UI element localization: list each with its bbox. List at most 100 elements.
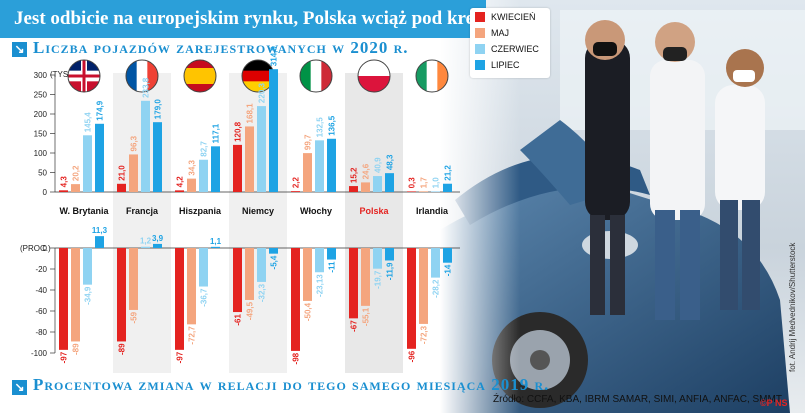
legend: KWIECIEŃ MAJ CZERWIEC LIPIEC — [470, 8, 550, 78]
bottom-bar-label: 11,3 — [92, 226, 108, 235]
top-bar-label: 48,3 — [386, 154, 395, 170]
bottom-bar — [245, 248, 254, 300]
top-bar-label: 34,3 — [188, 160, 197, 176]
top-bar-label: 117,1 — [212, 123, 221, 143]
highlight-column — [345, 73, 403, 373]
legend-swatch — [475, 27, 485, 38]
top-bar-label: 233,8 — [142, 77, 151, 98]
uk-flag-icon — [67, 59, 101, 93]
bottom-y-tick-label: 0 — [43, 244, 48, 253]
bottom-bar-label: -59 — [130, 311, 139, 323]
bottom-bar-label: -19,7 — [374, 270, 383, 289]
top-chart-subtitle: Liczba pojazdów zarejestrowanych w 2020 … — [33, 38, 409, 57]
top-y-tick-label: 150 — [34, 130, 48, 139]
bottom-bar-label: -67 — [350, 320, 359, 332]
top-bar-label: 2,2 — [292, 176, 301, 188]
arrow-icon: ↘ — [12, 42, 27, 57]
bottom-bar-label: -50,4 — [304, 302, 313, 321]
bottom-bar — [117, 248, 126, 342]
bottom-bar — [419, 248, 428, 324]
top-bar-label: 120,8 — [234, 121, 243, 142]
bottom-bar — [443, 248, 452, 263]
top-bar — [431, 191, 440, 192]
bottom-bar-label: -97 — [176, 351, 185, 363]
bottom-bar — [95, 236, 104, 248]
legend-label: KWIECIEŃ — [491, 11, 536, 22]
top-bar-label: 1,0 — [432, 177, 441, 189]
legend-swatch — [475, 59, 485, 70]
bottom-bar — [303, 248, 312, 301]
bottom-bar — [385, 248, 394, 261]
top-bar — [361, 182, 370, 192]
bottom-bar — [373, 248, 382, 269]
photo-credit: fot. Andrij Medvednikov/Shutterstock — [788, 242, 797, 372]
fr-flag-icon — [125, 59, 159, 93]
bottom-bar-label: -34,9 — [84, 286, 93, 305]
top-bar-label: 314,9 — [270, 46, 279, 67]
bottom-bar — [291, 248, 300, 351]
top-bar — [327, 138, 336, 192]
top-bar-label: 96,3 — [130, 135, 139, 151]
bottom-bar-label: -55,1 — [362, 307, 371, 326]
bottom-bar — [349, 248, 358, 319]
top-bar — [199, 159, 208, 192]
source-note: Źródło: CCFA, KBA, IBRM SAMAR, SIMI, ANF… — [493, 394, 782, 405]
top-bar — [175, 190, 184, 192]
top-bar-label: 82,7 — [200, 141, 209, 157]
bottom-bar-label: -72,3 — [420, 325, 429, 344]
top-bar — [211, 146, 220, 192]
legend-label: LIPIEC — [491, 59, 520, 70]
bottom-bar — [129, 248, 138, 310]
top-bar — [141, 100, 150, 192]
country-label: Irlandia — [416, 206, 449, 216]
top-bar — [291, 191, 300, 192]
bottom-y-unit: (PROC.) — [20, 244, 51, 253]
chart-area: 0 50 100 150 200 250 300 (TYS.) 4,3 21,0 4,2 120,8 2… — [20, 46, 460, 373]
bottom-bar — [257, 248, 266, 282]
top-bar — [349, 186, 358, 192]
top-bar — [233, 144, 242, 192]
top-bar-label: 99,7 — [304, 134, 313, 150]
top-bar-label: 174,9 — [96, 100, 105, 121]
bottom-bar — [211, 246, 220, 248]
bottom-bar — [431, 248, 440, 278]
bottom-bar-label: -36,7 — [200, 288, 209, 307]
top-bar-label: 40,9 — [374, 157, 383, 173]
bottom-bar-label: -11 — [328, 261, 337, 273]
top-y-tick-label: 50 — [38, 169, 47, 178]
top-y-tick-label: 0 — [43, 188, 48, 197]
legend-item-may: MAJ — [470, 25, 550, 40]
top-bar — [385, 173, 394, 192]
top-bar — [129, 154, 138, 192]
legend-item-june: CZERWIEC — [470, 41, 550, 56]
top-y-unit: (TYS.) — [50, 70, 73, 79]
bottom-bar-label: -28,2 — [432, 279, 441, 298]
top-bar-label: 4,2 — [176, 176, 185, 188]
bottom-bar-label: -61 — [234, 313, 243, 325]
bottom-bar — [83, 248, 92, 285]
legend-swatch — [475, 43, 485, 54]
top-bar — [373, 176, 382, 192]
top-bar-label: 15,2 — [350, 167, 359, 183]
country-label: Polska — [359, 206, 389, 216]
bottom-bar — [315, 248, 324, 273]
top-y-tick-label: 300 — [34, 71, 48, 80]
bottom-bar — [361, 248, 370, 306]
legend-swatch — [475, 11, 485, 22]
top-bar-label: 1,7 — [420, 177, 429, 189]
country-label: Francja — [126, 206, 159, 216]
top-bar-label: 136,5 — [328, 115, 337, 136]
top-bar — [71, 184, 80, 192]
bottom-y-tick-label: -100 — [31, 349, 48, 358]
bottom-bar-label: -72,7 — [188, 326, 197, 345]
bottom-bar-label: -49,5 — [246, 301, 255, 320]
country-label: Niemcy — [242, 206, 274, 216]
top-y-tick-label: 200 — [34, 110, 48, 119]
top-bar-label: 220,3 — [258, 83, 267, 104]
publisher-logo: ©P NS — [760, 398, 788, 408]
top-bar — [303, 153, 312, 192]
top-bar — [315, 140, 324, 192]
bottom-bar — [233, 248, 242, 313]
